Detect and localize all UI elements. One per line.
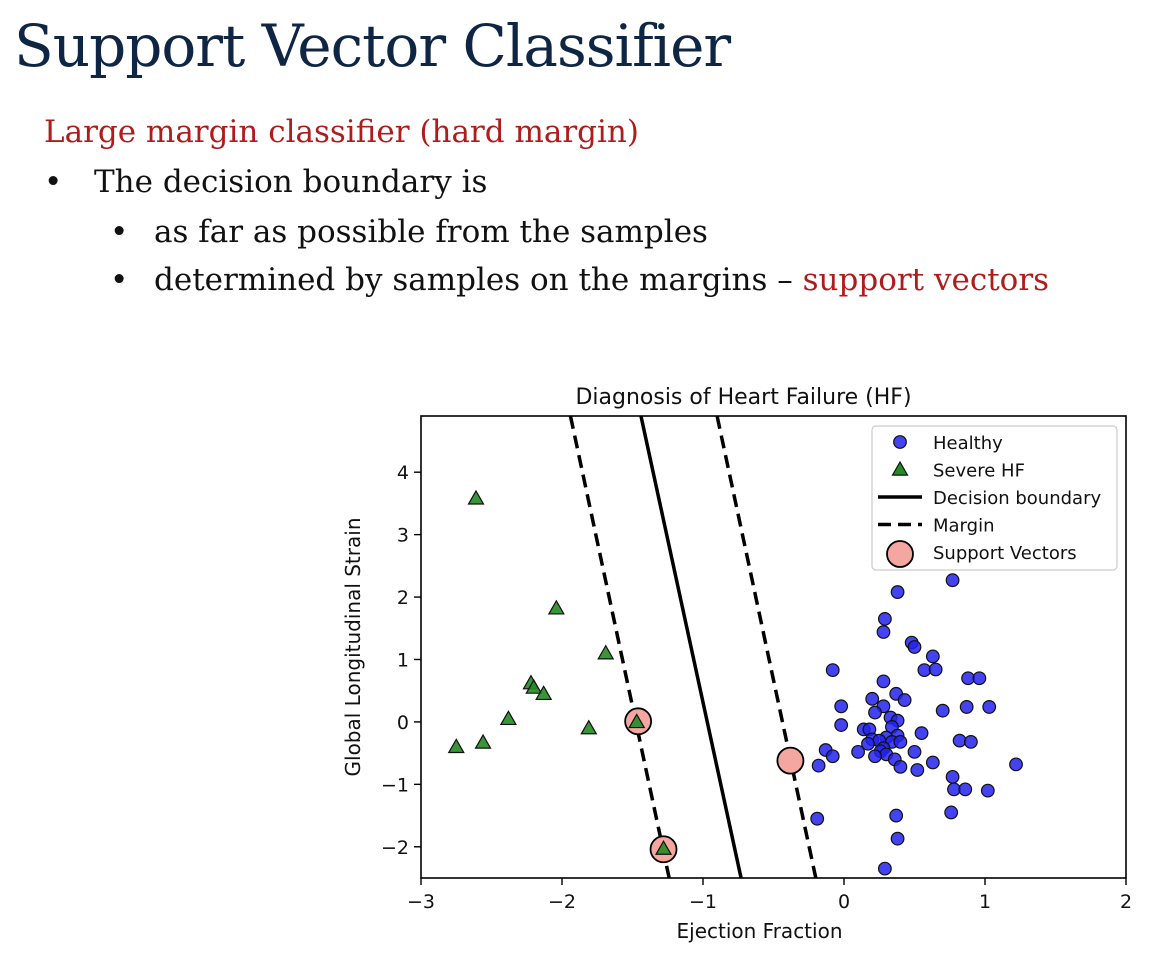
healthy-point xyxy=(890,585,905,599)
healthy-point xyxy=(914,726,929,741)
plot-frame xyxy=(420,415,1127,879)
bullet-support-vectors: • determined by samples on the margins – … xyxy=(110,262,1049,298)
healthy-point xyxy=(861,736,875,751)
x-tick-label: −3 xyxy=(407,891,435,913)
healthy-point xyxy=(952,733,967,748)
bullet-text: determined by samples on the margins – xyxy=(154,262,803,298)
healthy-point xyxy=(910,763,925,777)
legend-label: Severe HF xyxy=(933,461,1025,482)
healthy-point xyxy=(945,573,960,588)
x-tick-label: −1 xyxy=(689,891,717,913)
bullet-dot: • xyxy=(110,262,129,298)
healthy-point xyxy=(944,805,959,820)
x-tick-label: −2 xyxy=(548,891,576,913)
bullet-text: The decision boundary is xyxy=(94,164,488,200)
support-vectors-highlight: support vectors xyxy=(802,262,1050,298)
y-axis-label: Global Longitudinal Strain xyxy=(341,518,365,777)
severe-hf-point xyxy=(467,489,485,505)
bullet-dot: • xyxy=(44,164,63,200)
legend-box xyxy=(871,425,1118,571)
severe-hf-point xyxy=(447,738,465,754)
severe-hf-point xyxy=(525,678,543,694)
healthy-point xyxy=(834,699,849,714)
healthy-point xyxy=(811,758,826,773)
legend-support-vector-marker xyxy=(886,540,914,568)
healthy-point xyxy=(958,782,973,797)
healthy-point xyxy=(928,662,943,677)
severe-hf-point xyxy=(628,713,646,729)
healthy-point xyxy=(907,640,922,654)
svm-scatter-chart: Diagnosis of Heart Failure (HF) −3 −2 −1 0 1 2… xyxy=(341,385,1132,943)
healthy-point xyxy=(851,744,865,759)
healthy-point xyxy=(945,769,960,784)
healthy-point xyxy=(825,749,840,764)
decision-boundary-line xyxy=(639,416,743,878)
severe-hf-point xyxy=(499,710,517,726)
chart-title: Diagnosis of Heart Failure (HF) xyxy=(575,385,911,410)
healthy-point xyxy=(868,705,882,720)
y-tick-label: −2 xyxy=(381,837,409,859)
healthy-point xyxy=(893,759,908,774)
severe-hf-point xyxy=(597,644,615,660)
bullet-text: as far as possible from the samples xyxy=(154,214,708,250)
healthy-point xyxy=(935,703,950,718)
x-tick-label: 0 xyxy=(838,891,850,913)
healthy-point xyxy=(980,783,995,798)
y-tick-label: 0 xyxy=(397,712,409,734)
legend-label: Healthy xyxy=(933,433,1003,454)
healthy-point xyxy=(810,811,825,826)
margin-line xyxy=(715,416,818,878)
plot-layer xyxy=(447,416,1023,878)
severe-hf-point xyxy=(547,599,565,615)
y-tick-label: 1 xyxy=(397,649,409,671)
healthy-point xyxy=(889,808,904,823)
y-tick-label: 3 xyxy=(397,525,409,547)
healthy-point xyxy=(876,674,891,689)
y-tick-label: −1 xyxy=(381,774,409,796)
support-vector-marker xyxy=(776,746,805,775)
legend-severe-hf-marker xyxy=(891,460,909,476)
healthy-point xyxy=(959,700,974,714)
healthy-point xyxy=(1009,757,1023,772)
healthy-point xyxy=(964,734,978,749)
bullet-dot: • xyxy=(110,214,129,250)
healthy-point xyxy=(982,700,997,714)
healthy-point xyxy=(834,718,849,732)
healthy-point xyxy=(893,734,908,749)
x-axis-label: Ejection Fraction xyxy=(677,919,843,943)
slide-subtitle: Large margin classifier (hard margin) xyxy=(44,114,639,150)
bullet-far-from-samples: • as far as possible from the samples xyxy=(110,214,708,250)
healthy-point xyxy=(897,693,912,707)
healthy-point xyxy=(825,663,840,678)
severe-hf-point xyxy=(474,733,492,749)
healthy-point xyxy=(877,612,892,626)
healthy-point xyxy=(877,861,892,876)
healthy-point xyxy=(907,744,922,759)
slide-title: Support Vector Classifier xyxy=(14,12,731,80)
healthy-point xyxy=(890,831,905,846)
legend-label: Margin xyxy=(933,516,994,537)
legend-label: Decision boundary xyxy=(933,488,1101,509)
severe-hf-point xyxy=(535,685,553,701)
healthy-point xyxy=(868,749,882,764)
bullet-decision-boundary: • The decision boundary is xyxy=(44,164,487,200)
healthy-point xyxy=(925,755,940,770)
healthy-point xyxy=(972,671,987,686)
x-tick-label: 2 xyxy=(1120,891,1132,913)
legend-label: Support Vectors xyxy=(933,543,1077,564)
healthy-point xyxy=(876,625,891,639)
y-tick-label: 4 xyxy=(397,462,409,484)
healthy-point xyxy=(925,649,940,664)
x-tick-label: 1 xyxy=(979,891,991,913)
legend-healthy-marker xyxy=(893,435,907,449)
y-tick-label: 2 xyxy=(397,587,409,609)
severe-hf-point xyxy=(580,719,598,735)
severe-hf-point xyxy=(654,839,673,855)
healthy-point xyxy=(865,691,880,706)
